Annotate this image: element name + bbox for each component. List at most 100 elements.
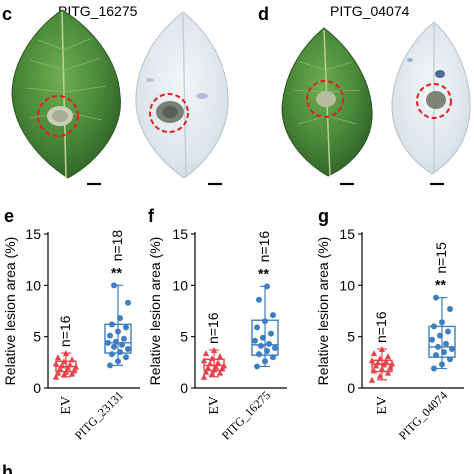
- data-point: [72, 363, 80, 370]
- data-point: [111, 282, 117, 289]
- data-point: [254, 363, 260, 370]
- data-point: [256, 296, 262, 303]
- chart-panel-f: f 0 5 10 15 Relative lesion area (%) n=16 ** n=1…: [147, 206, 287, 442]
- data-point: [58, 362, 66, 369]
- chart-panel-g: g 0 5 10 15 Relative lesion area (%) n=16 ** n=1…: [315, 206, 464, 442]
- data-point: [200, 357, 208, 364]
- y-tick-label: 0: [347, 380, 355, 396]
- green-leaf-d: [281, 27, 373, 186]
- data-point: [60, 371, 68, 378]
- data-point: [449, 345, 455, 352]
- data-point: [374, 359, 382, 366]
- data-point: [62, 350, 70, 357]
- lesion-circle-green-d: [306, 80, 344, 118]
- data-point: [111, 343, 117, 350]
- data-point: [212, 363, 220, 370]
- y-tick-label: 10: [25, 277, 41, 293]
- data-point: [437, 332, 443, 339]
- data-point: [447, 305, 453, 312]
- y-tick-label: 10: [172, 277, 188, 293]
- data-point: [70, 367, 78, 374]
- data-point: [121, 335, 127, 342]
- lesion-circle-green-c: [37, 95, 79, 137]
- n-label: n=16: [373, 311, 389, 343]
- data-point: [268, 330, 274, 337]
- lesion-circle-stained-d: [416, 83, 452, 119]
- data-point: [109, 351, 115, 358]
- data-point: [376, 355, 384, 362]
- data-point: [200, 373, 208, 380]
- data-point: [107, 362, 113, 369]
- y-tick-label: 15: [339, 226, 355, 242]
- data-point: [109, 321, 115, 328]
- data-point: [123, 354, 129, 361]
- data-point: [372, 362, 380, 369]
- data-point: [258, 342, 264, 349]
- y-tick-label: 10: [339, 277, 355, 293]
- y-tick-label: 15: [25, 226, 41, 242]
- data-point: [264, 283, 270, 290]
- data-point: [113, 338, 119, 345]
- x-category-label: PITG_23131: [72, 388, 126, 442]
- data-point: [214, 359, 222, 366]
- data-point: [220, 362, 228, 369]
- data-point: [54, 354, 62, 361]
- gene-label-c: PITG_16275: [58, 3, 138, 19]
- data-point: [60, 358, 68, 365]
- data-point: [439, 319, 445, 326]
- data-point: [204, 364, 212, 371]
- data-point: [431, 365, 437, 372]
- y-tick-label: 0: [180, 380, 188, 396]
- data-point: [206, 360, 214, 367]
- green-leaf-c: [11, 9, 121, 186]
- data-point: [218, 365, 226, 372]
- n-label: n=18: [109, 230, 125, 262]
- data-point: [386, 364, 394, 371]
- photo-panel-c: c PITG_16275: [2, 3, 229, 186]
- data-point: [68, 370, 76, 377]
- data-point: [378, 365, 386, 372]
- photo-panel-d: d PITG_04074: [258, 3, 471, 186]
- data-point: [264, 348, 270, 355]
- data-point: [376, 372, 384, 379]
- y-axis-label: Relative lesion area (%): [315, 237, 331, 386]
- data-point: [125, 299, 131, 306]
- data-point: [382, 358, 390, 365]
- data-point: [208, 355, 216, 362]
- data-point: [202, 350, 210, 357]
- significance-label: **: [435, 277, 446, 293]
- data-point: [115, 328, 121, 335]
- data-point: [441, 349, 447, 356]
- x-category-label: EV: [207, 396, 222, 415]
- stained-leaf-d: [391, 21, 471, 186]
- x-category-label: EV: [59, 396, 74, 415]
- panel-label-g: g: [318, 206, 329, 226]
- box: [428, 325, 456, 358]
- chart-panel-e: e 0 5 10 15 Relative lesion area (%) n=16 ** n=1…: [2, 206, 140, 442]
- data-point: [105, 339, 111, 346]
- data-point: [202, 368, 210, 375]
- data-point: [439, 361, 445, 368]
- data-point: [435, 343, 441, 350]
- data-point: [64, 364, 72, 371]
- n-label: n=16: [256, 231, 272, 263]
- data-point: [380, 361, 388, 368]
- data-point: [52, 360, 60, 367]
- data-point: [447, 356, 453, 363]
- significance-label: **: [258, 265, 269, 281]
- data-point: [270, 312, 276, 319]
- data-point: [54, 369, 62, 376]
- data-point: [252, 337, 258, 344]
- n-label: n=16: [205, 312, 221, 344]
- panel-label-h: h: [2, 462, 13, 474]
- data-point: [210, 347, 218, 354]
- data-point: [370, 350, 378, 357]
- data-point: [68, 356, 76, 363]
- data-point: [115, 358, 121, 365]
- y-tick-label: 0: [33, 380, 41, 396]
- y-axis-label: Relative lesion area (%): [2, 237, 18, 386]
- data-point: [368, 376, 376, 383]
- data-point: [216, 369, 224, 376]
